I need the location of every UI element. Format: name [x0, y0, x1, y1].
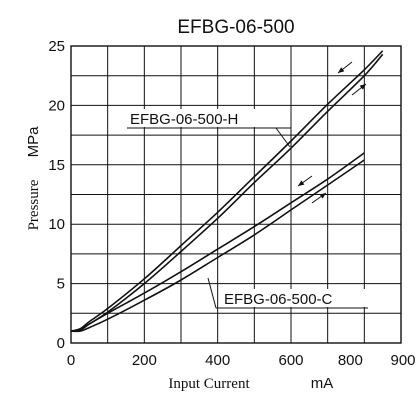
series-0-down-line: [70, 50, 384, 332]
series-c-leader-tail: [207, 277, 217, 309]
x-tick-label: 600: [278, 352, 303, 369]
arrow-h-down: [337, 61, 353, 74]
x-axis-label: Input Current: [168, 376, 250, 392]
plot-frame: [70, 45, 402, 344]
series-1-up-line: [70, 159, 365, 333]
y-tick-label: 25: [48, 38, 65, 55]
chart-title: EFBG-06-500: [177, 17, 294, 38]
y-tick-label: 0: [57, 335, 65, 352]
arrow-h-up: [351, 83, 367, 96]
y-axis-unit: MPa: [25, 126, 42, 158]
y-tick-label: 10: [48, 216, 65, 233]
y-tick-labels: 0 5 10 15 20 25: [48, 38, 65, 352]
series-h-leader-tail: [275, 127, 291, 148]
x-tick-label: 400: [205, 352, 230, 369]
x-tick-labels: 0 200 400 600 800 900: [67, 352, 416, 369]
x-tick-label: 200: [132, 352, 157, 369]
x-tick-label: 900: [390, 352, 415, 369]
arrow-c-down: [297, 175, 313, 187]
series-layer: [70, 50, 384, 333]
y-tick-label: 5: [57, 276, 65, 293]
hysteresis-arrows: [297, 61, 367, 204]
y-axis-label: Pressure: [26, 179, 42, 230]
x-tick-label: 800: [338, 352, 363, 369]
arrow-c-up: [311, 192, 327, 204]
series-c-label: EFBG-06-500-C: [224, 291, 333, 308]
series-h-label: EFBG-06-500-H: [130, 111, 238, 128]
y-tick-label: 20: [48, 97, 65, 114]
series-c-label-bg: [222, 289, 368, 307]
x-axis-unit: mA: [311, 375, 334, 392]
series-h-label-bg: [127, 109, 269, 127]
y-tick-label: 15: [48, 157, 65, 174]
series-1-down-line: [70, 152, 365, 332]
x-tick-label: 0: [67, 352, 75, 369]
